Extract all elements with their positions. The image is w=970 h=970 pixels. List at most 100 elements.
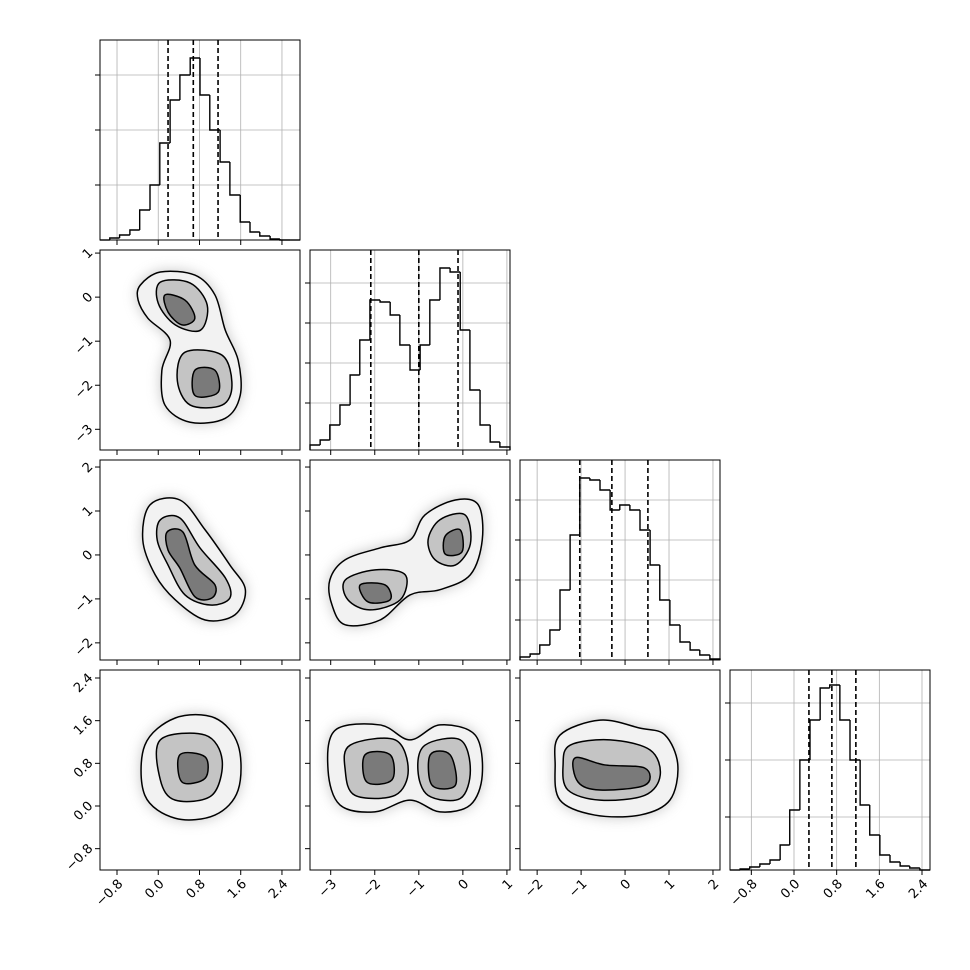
histogram-step <box>709 655 721 660</box>
x-tick-label: −2 <box>522 877 546 901</box>
histogram-step <box>118 234 130 238</box>
histogram-step <box>138 209 150 230</box>
histogram-step <box>499 442 511 450</box>
y-tick-label: 1.6 <box>71 713 96 738</box>
y-tick-label: −1 <box>72 334 96 358</box>
histogram-step <box>249 222 260 233</box>
histogram-step <box>229 162 241 196</box>
histogram-step <box>699 650 710 656</box>
x-tick-label: 2 <box>706 877 722 893</box>
histogram-step <box>839 685 850 721</box>
y-tick-label: 0.8 <box>71 756 96 781</box>
x-tick-label: 1 <box>500 877 516 893</box>
histogram-step <box>849 720 861 761</box>
histogram-step <box>679 625 691 643</box>
histogram-step <box>349 374 360 405</box>
histogram-step <box>859 760 870 806</box>
contour <box>427 750 458 790</box>
axes-frame <box>309 249 511 451</box>
histogram-step <box>219 130 230 163</box>
histogram-step <box>669 600 680 626</box>
histogram-step <box>369 299 381 340</box>
axes-frame <box>99 669 301 871</box>
contour <box>191 366 221 398</box>
contour <box>163 293 196 326</box>
histogram-step <box>429 299 440 345</box>
x-tick-label: −0.8 <box>728 877 761 910</box>
y-tick-label: 0 <box>80 290 96 306</box>
contour <box>358 582 392 604</box>
y-tick-label: −1 <box>72 592 96 616</box>
x-tick-label: −3 <box>316 877 340 901</box>
histogram-step <box>619 504 630 510</box>
histogram-step <box>559 589 571 630</box>
histogram-step <box>479 390 491 426</box>
histogram-step <box>649 530 660 566</box>
histogram-step <box>589 478 600 481</box>
axes-frame <box>519 459 721 661</box>
histogram-step <box>759 863 770 867</box>
x-tick-label: 0 <box>618 877 634 893</box>
histogram-step <box>359 339 370 375</box>
histogram-step <box>379 300 391 303</box>
histogram-step <box>539 644 550 654</box>
y-tick-label: 0.0 <box>71 799 96 824</box>
histogram-step <box>879 835 890 856</box>
histogram-step <box>609 490 620 511</box>
y-tick-label: −3 <box>72 422 96 446</box>
histogram-step <box>909 866 920 869</box>
y-tick-label: 1 <box>80 504 96 520</box>
histogram-step <box>269 236 280 240</box>
axes-frame <box>99 249 301 451</box>
axes-frame <box>309 669 511 871</box>
histogram-step <box>389 302 400 316</box>
histogram-step <box>869 805 880 836</box>
x-tick-label: −1 <box>404 877 428 901</box>
histogram-step <box>569 534 580 590</box>
histogram-step <box>799 759 810 810</box>
histogram-step <box>809 719 821 760</box>
x-tick-label: −2 <box>360 877 384 901</box>
contour <box>164 528 217 601</box>
x-tick-label: 1 <box>662 877 678 893</box>
x-tick-label: 0.0 <box>142 877 167 902</box>
histogram-step <box>659 565 670 601</box>
contour <box>572 756 651 791</box>
contour <box>361 750 396 786</box>
histogram-step <box>419 344 430 370</box>
contour <box>442 528 465 557</box>
histogram-step <box>469 330 481 391</box>
x-tick-label: 0.8 <box>821 877 846 902</box>
histogram-step <box>829 684 840 688</box>
axes-frame <box>99 459 301 661</box>
histogram-step <box>529 653 540 657</box>
x-tick-label: 0 <box>456 877 472 893</box>
histogram-step <box>449 268 461 273</box>
histogram-step <box>409 345 421 371</box>
histogram-step <box>209 95 221 131</box>
x-tick-label: 2.4 <box>906 877 931 902</box>
histogram-step <box>629 505 640 511</box>
y-tick-label: 2 <box>80 460 96 476</box>
histogram-step <box>179 74 191 100</box>
histogram-step <box>899 862 910 867</box>
x-tick-label: −1 <box>566 877 590 901</box>
axes-frame <box>99 39 301 241</box>
x-tick-label: 0.0 <box>778 877 803 902</box>
axes-frame <box>519 669 721 871</box>
histogram-step <box>439 267 451 300</box>
axes-frame <box>729 669 931 871</box>
y-tick-label: −2 <box>72 636 96 660</box>
y-tick-label: 1 <box>80 246 96 262</box>
histogram-step <box>329 424 340 440</box>
histogram-step <box>339 404 351 425</box>
histogram-step <box>239 195 250 223</box>
histogram-step <box>169 99 180 143</box>
histogram-step <box>889 855 901 863</box>
histogram-step <box>789 809 800 845</box>
histogram-step <box>639 510 651 531</box>
histogram-step <box>819 687 830 720</box>
histogram-step <box>769 859 781 864</box>
histogram-step <box>259 232 271 237</box>
